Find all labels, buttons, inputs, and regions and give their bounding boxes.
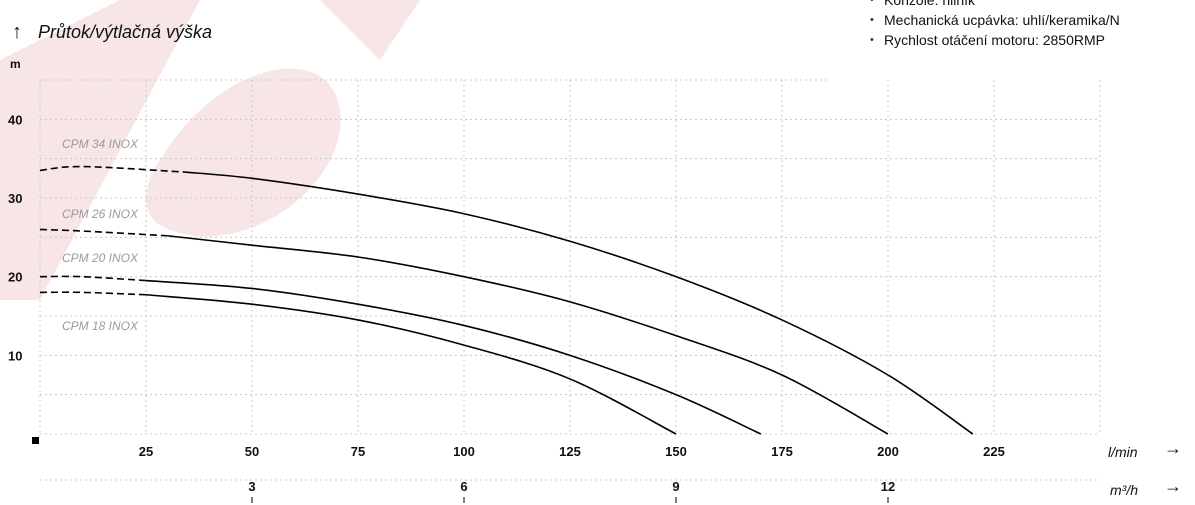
y-tick-label: 10 xyxy=(8,348,22,363)
x-tick-label: 200 xyxy=(877,444,899,459)
grid xyxy=(39,79,1101,434)
series-label: CPM 26 INOX xyxy=(62,207,139,221)
series-line-dashed xyxy=(39,291,147,296)
x-tick-label: 125 xyxy=(559,444,581,459)
curves xyxy=(39,165,974,435)
spec-list: Konzole: hliník Mechanická ucpávka: uhlí… xyxy=(870,0,1120,50)
series-line xyxy=(167,234,889,435)
series-line xyxy=(145,279,762,435)
labels: 10 20 30 40 25 50 75 100 125 150 175 200 225 3 6 9 12 CPM… xyxy=(8,112,1005,494)
x2-tick-label: 3 xyxy=(248,479,255,494)
watermark xyxy=(0,0,420,300)
origin-marker xyxy=(32,437,39,444)
series-line-dashed xyxy=(39,228,168,237)
chart-title: Průtok/výtlačná výška xyxy=(38,22,213,42)
x-axis-unit-m3h: m³/h xyxy=(1110,482,1138,498)
x-tick-label: 75 xyxy=(351,444,365,459)
y-tick-label: 30 xyxy=(8,191,22,206)
series-line-dashed xyxy=(39,275,147,282)
x-tick-label: 50 xyxy=(245,444,259,459)
series-label: CPM 18 INOX xyxy=(62,319,139,333)
x-tick-label: 100 xyxy=(453,444,475,459)
y-tick-label: 20 xyxy=(8,270,22,285)
spec-item: Mechanická ucpávka: uhlí/keramika/N xyxy=(870,10,1120,30)
series-line xyxy=(184,171,974,435)
x-tick-label: 25 xyxy=(139,444,153,459)
spec-item: Rychlost otáčení motoru: 2850RMP xyxy=(870,30,1120,50)
x2-tick-label: 6 xyxy=(460,479,467,494)
x-tick-label: 150 xyxy=(665,444,687,459)
series-label: CPM 20 INOX xyxy=(62,251,139,265)
up-arrow-icon: ↑ xyxy=(12,21,22,43)
spec-item: Konzole: hliník xyxy=(870,0,1120,10)
x-tick-label: 225 xyxy=(983,444,1005,459)
y-axis-unit: m xyxy=(10,57,21,71)
series-label: CPM 34 INOX xyxy=(62,137,139,151)
series-line xyxy=(145,293,677,435)
right-arrow-icon: → xyxy=(1164,438,1182,458)
x-tick-label: 175 xyxy=(771,444,793,459)
right-arrow-icon: → xyxy=(1164,476,1182,496)
x-axis-unit-lmin: l/min xyxy=(1108,444,1138,460)
y-tick-label: 40 xyxy=(8,112,22,127)
series-line-dashed xyxy=(39,165,185,173)
axis xyxy=(32,433,1100,503)
x2-tick-label: 9 xyxy=(672,479,679,494)
x2-tick-label: 12 xyxy=(881,479,895,494)
